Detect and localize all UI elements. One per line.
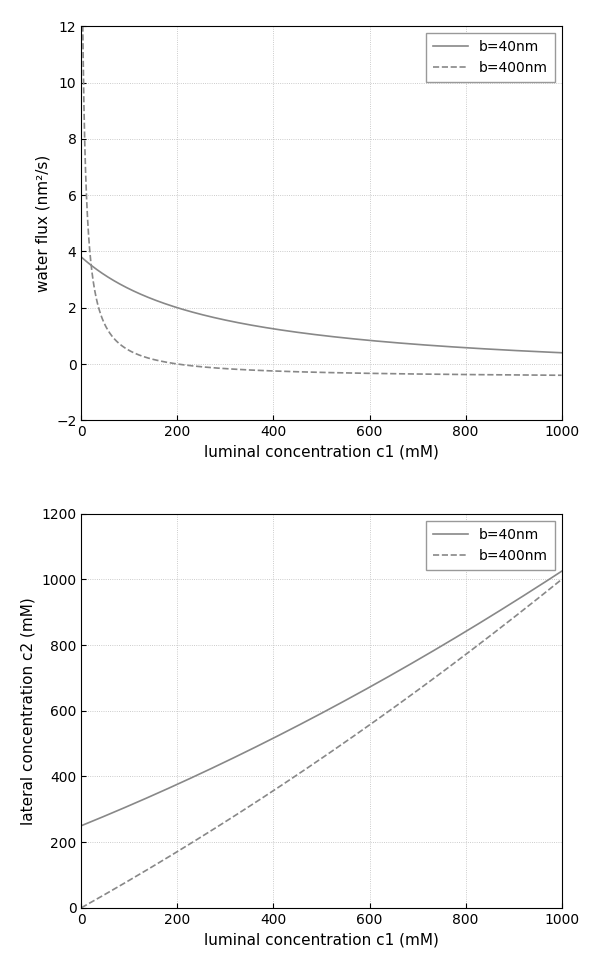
- Line: b=40nm: b=40nm: [82, 571, 562, 826]
- b=400nm: [558, 370, 565, 381]
- b=400nm: [390, 368, 397, 379]
- Legend: b=40nm, b=400nm: b=40nm, b=400nm: [426, 521, 554, 569]
- b=40nm: [436, 641, 443, 652]
- b=40nm: [78, 820, 85, 832]
- Y-axis label: lateral concentration c2 (mM): lateral concentration c2 (mM): [21, 597, 36, 825]
- b=40nm: [473, 620, 480, 631]
- b=400nm: [558, 574, 565, 586]
- b=400nm: [165, 357, 172, 369]
- b=400nm: [261, 791, 268, 802]
- Line: b=400nm: b=400nm: [82, 0, 562, 376]
- b=400nm: [436, 668, 443, 680]
- b=40nm: [261, 321, 268, 333]
- b=40nm: [436, 340, 443, 351]
- b=40nm: [473, 343, 480, 354]
- X-axis label: luminal concentration c1 (mM): luminal concentration c1 (mM): [204, 932, 439, 947]
- b=400nm: [165, 851, 172, 862]
- b=400nm: [261, 365, 268, 377]
- b=40nm: [78, 252, 85, 263]
- b=40nm: [558, 347, 565, 358]
- b=400nm: [436, 369, 443, 380]
- b=400nm: [366, 368, 373, 379]
- b=40nm: [558, 565, 565, 577]
- b=40nm: [390, 668, 397, 680]
- b=40nm: [165, 782, 172, 794]
- b=400nm: [78, 902, 85, 914]
- b=40nm: [390, 337, 397, 348]
- X-axis label: luminal concentration c1 (mM): luminal concentration c1 (mM): [204, 444, 439, 460]
- Y-axis label: water flux (nm²/s): water flux (nm²/s): [35, 155, 50, 292]
- b=400nm: [473, 369, 480, 380]
- Legend: b=40nm, b=400nm: b=40nm, b=400nm: [426, 33, 554, 82]
- b=40nm: [261, 737, 268, 748]
- Line: b=40nm: b=40nm: [82, 257, 562, 352]
- b=400nm: [390, 702, 397, 713]
- b=40nm: [366, 335, 373, 347]
- b=40nm: [366, 681, 373, 693]
- b=400nm: [366, 719, 373, 731]
- b=40nm: [165, 299, 172, 311]
- b=400nm: [473, 641, 480, 652]
- Line: b=400nm: b=400nm: [82, 580, 562, 908]
